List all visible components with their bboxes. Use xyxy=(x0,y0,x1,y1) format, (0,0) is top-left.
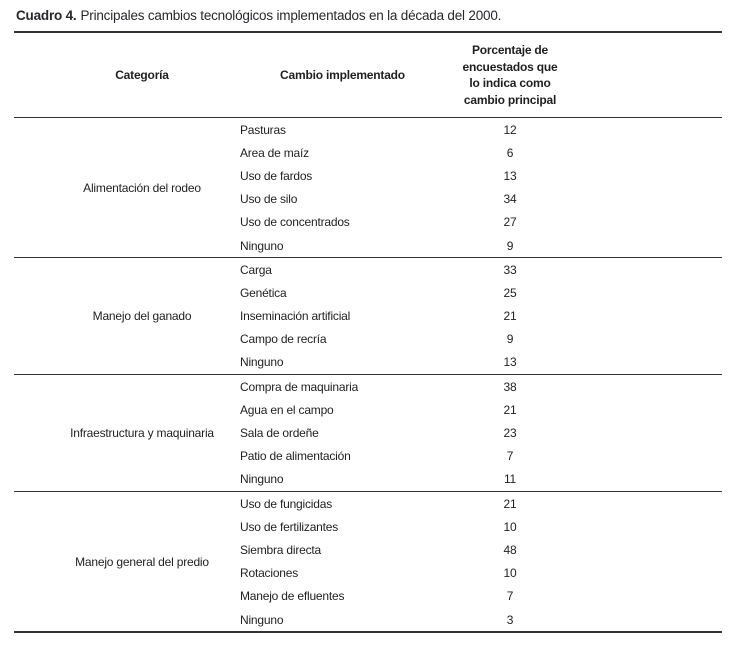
table-row: Uso de concentrados 27 xyxy=(240,211,575,234)
table-row: Uso de silo 34 xyxy=(240,188,575,211)
table-row: Patio de alimentación 7 xyxy=(240,445,575,468)
change-cell: Ninguno xyxy=(240,472,284,487)
percentage-cell: 12 xyxy=(503,122,517,137)
table-section: Alimentación del rodeo Pasturas 12 Area de … xyxy=(14,117,722,257)
table-row: Uso de fertilizantes 10 xyxy=(240,515,575,538)
table-row: Manejo de efluentes 7 xyxy=(240,585,575,608)
percentage-cell: 3 xyxy=(506,612,514,627)
percentage-cell: 11 xyxy=(503,472,517,487)
change-cell: Pasturas xyxy=(240,122,286,137)
section-rows: Compra de maquinaria 38 Agua en el campo 21… xyxy=(240,375,575,491)
percentage-cell: 33 xyxy=(503,262,517,277)
table-row: Ninguno 13 xyxy=(240,351,575,374)
percentage-cell: 38 xyxy=(503,379,517,394)
table-row: Inseminación artificial 21 xyxy=(240,305,575,328)
change-cell: Agua en el campo xyxy=(240,402,334,417)
table-caption-label: Cuadro 4. xyxy=(16,8,77,23)
percentage-cell: 7 xyxy=(506,589,514,604)
table-row: Uso de fardos 13 xyxy=(240,164,575,187)
table-row: Uso de fungicidas 21 xyxy=(240,492,575,515)
table-row: Ninguno 3 xyxy=(240,608,575,631)
table-body: Alimentación del rodeo Pasturas 12 Area de … xyxy=(14,117,722,631)
percentage-cell: 27 xyxy=(503,215,517,230)
percentage-cell: 21 xyxy=(503,496,517,511)
table-row: Agua en el campo 21 xyxy=(240,398,575,421)
change-cell: Rotaciones xyxy=(240,566,299,581)
change-cell: Area de maíz xyxy=(240,145,309,160)
percentage-cell: 13 xyxy=(503,168,517,183)
header-porcentaje-text: Porcentaje de encuestados que lo indica … xyxy=(462,43,558,107)
table-row: Carga 33 xyxy=(240,258,575,281)
header-porcentaje: Porcentaje de encuestados que lo indica … xyxy=(445,42,575,108)
percentage-cell: 13 xyxy=(503,355,517,370)
change-cell: Campo de recría xyxy=(240,332,327,347)
table-caption-text: Principales cambios tecnológicos impleme… xyxy=(80,8,502,23)
change-cell: Genética xyxy=(240,285,287,300)
bottom-rule xyxy=(14,631,722,634)
percentage-cell: 9 xyxy=(506,332,514,347)
category-cell: Infraestructura y maquinaria xyxy=(70,426,214,441)
change-cell: Ninguno xyxy=(240,612,284,627)
table-row: Siembra directa 48 xyxy=(240,538,575,561)
change-cell: Uso de silo xyxy=(240,192,298,207)
change-cell: Uso de fungicidas xyxy=(240,496,332,511)
change-cell: Uso de fardos xyxy=(240,168,313,183)
table-row: Sala de ordeñe 23 xyxy=(240,421,575,444)
header-categoria: Categoría xyxy=(115,68,169,82)
percentage-cell: 48 xyxy=(503,542,517,557)
percentage-cell: 6 xyxy=(506,145,514,160)
percentage-cell: 23 xyxy=(503,426,517,441)
table-section: Infraestructura y maquinaria Compra de ma… xyxy=(14,374,722,491)
top-rule xyxy=(14,31,722,33)
table-row: Campo de recría 9 xyxy=(240,328,575,351)
change-cell: Patio de alimentación xyxy=(240,449,351,464)
percentage-cell: 25 xyxy=(503,285,517,300)
header-cambio-implementado: Cambio implementado xyxy=(280,68,405,82)
section-rows: Pasturas 12 Area de maíz 6 Uso de fardos 13 Us… xyxy=(240,118,575,257)
category-cell: Manejo general del predio xyxy=(75,554,209,569)
table-row: Area de maíz 6 xyxy=(240,141,575,164)
table-row: Rotaciones 10 xyxy=(240,562,575,585)
change-cell: Carga xyxy=(240,262,272,277)
percentage-cell: 21 xyxy=(503,402,517,417)
percentage-cell: 10 xyxy=(503,566,517,581)
change-cell: Ninguno xyxy=(240,238,284,253)
percentage-cell: 9 xyxy=(506,238,514,253)
table-section: Manejo del ganado Carga 33 Genética 25 Insemi… xyxy=(14,257,722,374)
category-cell: Manejo del ganado xyxy=(92,309,192,324)
change-cell: Ninguno xyxy=(240,355,284,370)
category-cell: Alimentación del rodeo xyxy=(83,180,201,195)
table-caption: Cuadro 4. Principales cambios tecnológico… xyxy=(14,0,722,31)
table-row: Compra de maquinaria 38 xyxy=(240,375,575,398)
change-cell: Inseminación artificial xyxy=(240,309,351,324)
table-row: Genética 25 xyxy=(240,281,575,304)
section-rows: Uso de fungicidas 21 Uso de fertilizantes 1… xyxy=(240,492,575,631)
change-cell: Siembra directa xyxy=(240,542,322,557)
percentage-cell: 21 xyxy=(503,309,517,324)
table-row: Ninguno 11 xyxy=(240,468,575,491)
table-row: Ninguno 9 xyxy=(240,234,575,257)
change-cell: Compra de maquinaria xyxy=(240,379,359,394)
percentage-cell: 7 xyxy=(506,449,514,464)
table-section: Manejo general del predio Uso de fungicid… xyxy=(14,491,722,631)
paper-page: Cuadro 4. Principales cambios tecnológico… xyxy=(14,0,722,634)
change-cell: Uso de concentrados xyxy=(240,215,350,230)
table-row: Pasturas 12 xyxy=(240,118,575,141)
table-header-row: Categoría Cambio implementado Porcentaje… xyxy=(14,33,722,117)
section-rows: Carga 33 Genética 25 Inseminación artificial… xyxy=(240,258,575,374)
percentage-cell: 10 xyxy=(503,519,517,534)
change-cell: Sala de ordeñe xyxy=(240,426,319,441)
percentage-cell: 34 xyxy=(503,192,517,207)
change-cell: Uso de fertilizantes xyxy=(240,519,339,534)
change-cell: Manejo de efluentes xyxy=(240,589,345,604)
